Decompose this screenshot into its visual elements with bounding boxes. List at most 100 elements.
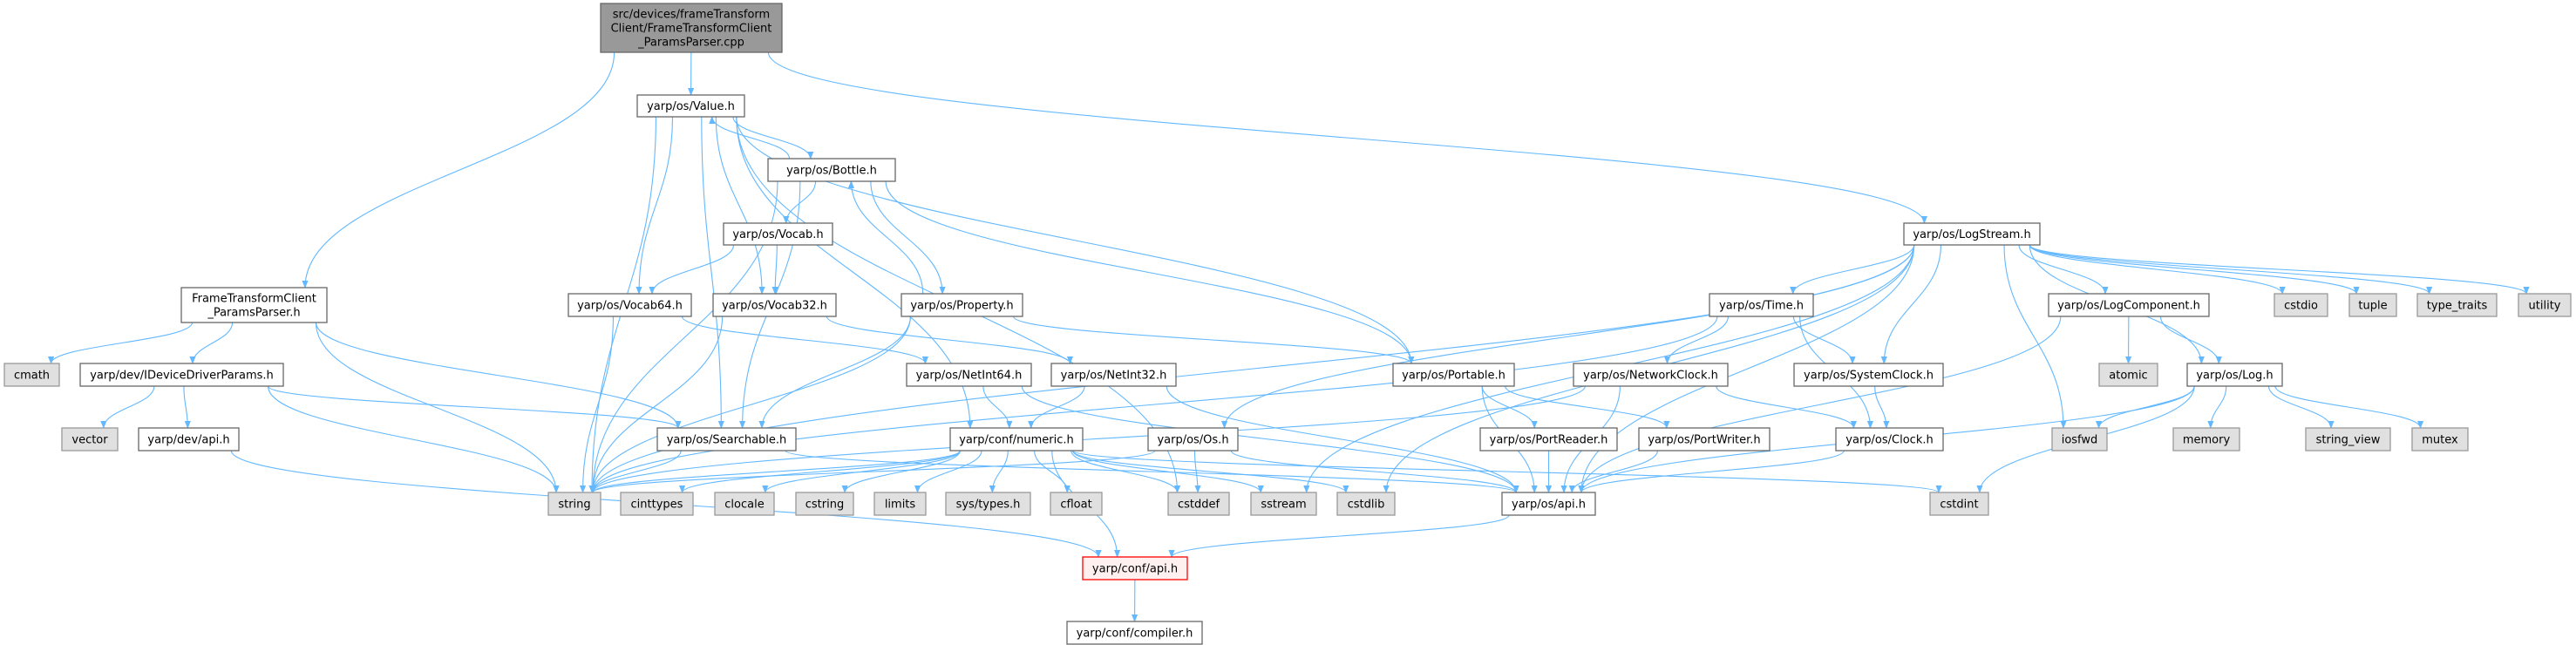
node-typetraits: type_traits xyxy=(2416,293,2498,317)
node-box xyxy=(620,492,694,516)
node-numeric[interactable]: yarp/conf/numeric.h xyxy=(949,427,1084,452)
edges-layer xyxy=(48,51,2530,622)
edge-value-to-searchable xyxy=(701,116,724,429)
edge-log-to-memory xyxy=(2207,385,2227,429)
node-cstdio: cstdio xyxy=(2274,293,2328,317)
edge-ftcph-to-searchable xyxy=(315,322,682,429)
node-confapi[interactable]: yarp/conf/api.h xyxy=(1082,556,1188,580)
node-vector: vector xyxy=(61,427,119,452)
node-property[interactable]: yarp/os/Property.h xyxy=(901,293,1023,317)
edge-vocab-to-vocab64 xyxy=(649,244,735,295)
node-label: atomic xyxy=(2109,370,2147,383)
node-box xyxy=(568,293,692,317)
node-iddp[interactable]: yarp/dev/IDeviceDriverParams.h xyxy=(79,363,284,387)
edge-ftcph-to-cmath xyxy=(48,322,194,364)
node-box xyxy=(547,492,602,516)
node-box xyxy=(2518,293,2572,317)
node-memory: memory xyxy=(2172,427,2240,452)
node-bottle[interactable]: yarp/os/Bottle.h xyxy=(767,158,896,182)
node-sysclock[interactable]: yarp/os/SystemClock.h xyxy=(1793,363,1944,387)
node-clock[interactable]: yarp/os/Clock.h xyxy=(1835,427,1944,452)
node-label: yarp/os/SystemClock.h xyxy=(1804,370,1934,383)
node-box xyxy=(1250,492,1317,516)
node-cpp[interactable]: src/devices/frameTransform Client/FrameTr… xyxy=(600,3,783,53)
node-os[interactable]: yarp/os/Os.h xyxy=(1147,427,1239,452)
node-ftcph[interactable]: FrameTransformClient _ParamsParser.h xyxy=(180,287,328,323)
node-log[interactable]: yarp/os/Log.h xyxy=(2186,363,2283,387)
edge-vocab32-to-string xyxy=(589,316,724,493)
node-logstream[interactable]: yarp/os/LogStream.h xyxy=(1903,222,2041,246)
node-label: cmath xyxy=(14,370,50,383)
node-box xyxy=(945,492,1031,516)
node-box xyxy=(767,158,896,182)
node-box xyxy=(1066,621,1203,645)
edge-portwriter-to-osapi xyxy=(1568,450,1658,493)
node-netclock[interactable]: yarp/os/NetworkClock.h xyxy=(1573,363,1729,387)
node-box xyxy=(138,427,240,452)
node-netint32[interactable]: yarp/os/NetInt32.h xyxy=(1050,363,1177,387)
edge-vocab-to-vocab32 xyxy=(771,244,778,295)
node-portwriter[interactable]: yarp/os/PortWriter.h xyxy=(1638,427,1771,452)
node-osapi[interactable]: yarp/os/api.h xyxy=(1501,492,1596,516)
node-label: sstream xyxy=(1261,499,1306,512)
node-portreader[interactable]: yarp/os/PortReader.h xyxy=(1479,427,1618,452)
edge-iddp-to-searchable xyxy=(267,385,682,429)
node-searchable[interactable]: yarp/os/Searchable.h xyxy=(656,427,797,452)
node-box xyxy=(3,363,60,387)
edge-property-to-bottle xyxy=(847,180,924,295)
edge-logstream-to-iosfwd xyxy=(2003,244,2067,429)
node-vocab[interactable]: yarp/os/Vocab.h xyxy=(723,222,833,246)
edge-property-to-searchable xyxy=(758,316,911,429)
node-box xyxy=(901,293,1023,317)
edge-value-to-vocab64 xyxy=(636,116,674,295)
node-vocab64[interactable]: yarp/os/Vocab64.h xyxy=(568,293,692,317)
node-box xyxy=(1929,492,1989,516)
node-label: cstdint xyxy=(1940,499,1978,512)
node-box xyxy=(906,363,1032,387)
node-label: limits xyxy=(885,499,916,512)
node-systypes: sys/types.h xyxy=(945,492,1031,516)
node-iosfwd: iosfwd xyxy=(2051,427,2108,452)
edge-clock-to-osapi xyxy=(1578,450,1845,493)
node-label: yarp/os/Vocab.h xyxy=(732,228,823,241)
edge-numeric-to-cinttypes xyxy=(679,450,961,493)
node-label: cinttypes xyxy=(631,499,683,512)
edge-numeric-to-string xyxy=(589,450,961,493)
node-value[interactable]: yarp/os/Value.h xyxy=(636,94,745,118)
node-label: cfloat xyxy=(1060,499,1091,512)
node-vocab32[interactable]: yarp/os/Vocab32.h xyxy=(712,293,837,317)
node-label: vector xyxy=(71,434,108,447)
node-cstdint: cstdint xyxy=(1929,492,1989,516)
node-label: yarp/dev/api.h xyxy=(147,434,229,447)
node-box xyxy=(1147,427,1239,452)
node-label: yarp/os/Bottle.h xyxy=(786,165,877,178)
node-netint64[interactable]: yarp/os/NetInt64.h xyxy=(906,363,1032,387)
node-box xyxy=(873,492,927,516)
edge-numeric-to-cstdlib xyxy=(1072,450,1349,493)
edge-value-to-vocab32 xyxy=(715,116,765,295)
node-portable[interactable]: yarp/os/Portable.h xyxy=(1392,363,1515,387)
node-box xyxy=(2172,427,2240,452)
node-cmath: cmath xyxy=(3,363,60,387)
node-box xyxy=(1082,556,1188,580)
node-label: cstring xyxy=(805,499,844,512)
node-compiler[interactable]: yarp/conf/compiler.h xyxy=(1066,621,1203,645)
node-box xyxy=(949,427,1084,452)
node-logcomp[interactable]: yarp/os/LogComponent.h xyxy=(2048,293,2210,317)
node-time[interactable]: yarp/os/Time.h xyxy=(1709,293,1814,317)
edge-time-to-string xyxy=(589,316,1718,493)
edge-log-to-mutex xyxy=(2274,385,2424,429)
node-box xyxy=(2348,293,2397,317)
node-box xyxy=(712,293,837,317)
node-label: memory xyxy=(2183,434,2231,447)
node-devapi[interactable]: yarp/dev/api.h xyxy=(138,427,240,452)
edge-numeric-to-systypes xyxy=(989,450,1009,493)
edge-netclock-to-clock xyxy=(1716,385,1857,429)
node-label: yarp/os/PortReader.h xyxy=(1490,434,1608,447)
edge-bottle-to-portable xyxy=(885,180,1415,364)
node-box xyxy=(1835,427,1944,452)
edge-cpp-to-logstream xyxy=(767,51,1927,224)
node-cfloat: cfloat xyxy=(1050,492,1103,516)
edge-portable-to-portwriter xyxy=(1505,385,1670,429)
edge-portable-to-portreader xyxy=(1481,385,1538,429)
